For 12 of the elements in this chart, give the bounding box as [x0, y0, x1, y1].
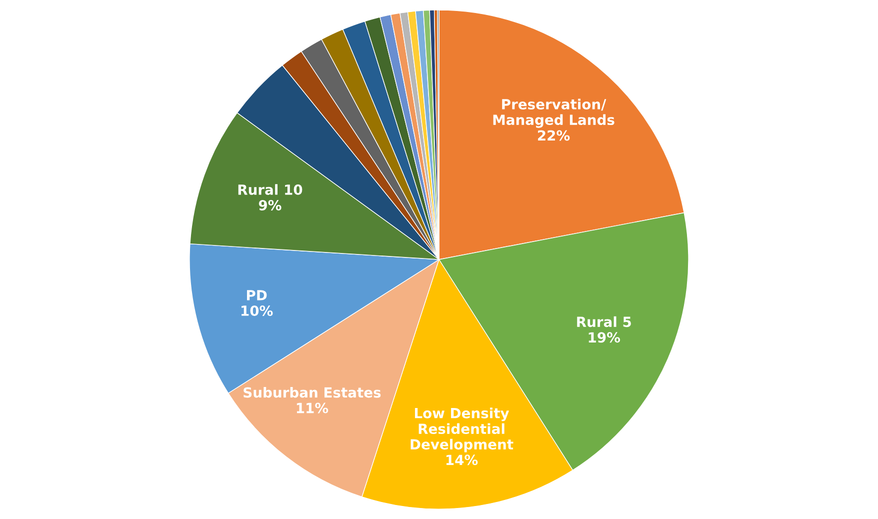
- data-label: 19%: [588, 332, 620, 343]
- slice-label: Preservation/ Managed Lands: [493, 98, 614, 128]
- slice-label: Rural 5: [577, 316, 631, 328]
- data-label: 11%: [296, 402, 328, 414]
- slice-label: Rural 10: [238, 184, 302, 195]
- data-label: 9%: [258, 200, 282, 210]
- slice-label: PD: [246, 290, 267, 300]
- data-label: 22%: [538, 130, 570, 141]
- slice-label: Suburban Estates: [244, 386, 381, 398]
- slice-label: Low Density Residential Development: [410, 408, 514, 452]
- data-label: 10%: [242, 305, 273, 316]
- data-label: 14%: [446, 454, 478, 466]
